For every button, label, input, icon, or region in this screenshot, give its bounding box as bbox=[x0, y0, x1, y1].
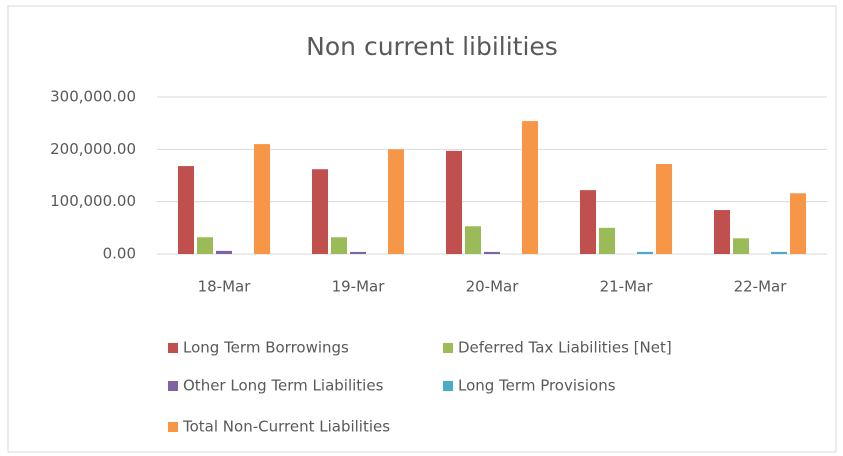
bar bbox=[350, 251, 366, 254]
legend-swatch bbox=[168, 343, 178, 353]
bar bbox=[637, 251, 653, 254]
x-tick-label: 19-Mar bbox=[332, 278, 386, 296]
legend-label: Deferred Tax Liabilities [Net] bbox=[458, 339, 672, 357]
legend-swatch bbox=[443, 343, 453, 353]
bar bbox=[216, 250, 232, 254]
bar bbox=[790, 193, 806, 254]
chart-border bbox=[7, 5, 837, 453]
x-tick-label: 21-Mar bbox=[600, 278, 654, 296]
bar bbox=[446, 150, 462, 254]
bar bbox=[599, 227, 615, 254]
legend-swatch bbox=[168, 381, 178, 391]
bar bbox=[178, 166, 194, 254]
y-tick-label: 100,000.00 bbox=[50, 192, 136, 210]
x-tick-label: 20-Mar bbox=[466, 278, 520, 296]
bar bbox=[656, 163, 672, 254]
x-tick-label: 22-Mar bbox=[734, 278, 788, 296]
y-tick-label: 0.00 bbox=[103, 245, 136, 263]
legend-swatch bbox=[443, 381, 453, 391]
legend-label: Other Long Term Liabilities bbox=[183, 377, 384, 395]
bar bbox=[312, 169, 328, 254]
legend-label: Long Term Borrowings bbox=[183, 339, 349, 357]
y-tick-label: 300,000.00 bbox=[50, 88, 136, 106]
bar bbox=[714, 210, 730, 254]
chart-title: Non current libilities bbox=[306, 32, 558, 61]
bar bbox=[388, 149, 404, 254]
bar bbox=[465, 226, 481, 254]
x-tick-label: 18-Mar bbox=[198, 278, 252, 296]
legend-label: Total Non-Current Liabilities bbox=[182, 418, 390, 436]
bar bbox=[733, 238, 749, 254]
bar bbox=[484, 251, 500, 254]
bar bbox=[522, 121, 538, 254]
bar bbox=[254, 144, 270, 254]
legend-label: Long Term Provisions bbox=[458, 377, 616, 395]
bar bbox=[580, 190, 596, 254]
y-tick-label: 200,000.00 bbox=[50, 140, 136, 158]
bar bbox=[331, 237, 347, 254]
legend-swatch bbox=[168, 422, 178, 432]
bar bbox=[771, 251, 787, 254]
bar bbox=[197, 237, 213, 254]
